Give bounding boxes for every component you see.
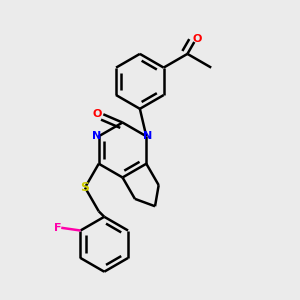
Text: O: O	[93, 109, 102, 119]
Text: O: O	[193, 34, 202, 44]
Text: N: N	[143, 131, 153, 141]
Text: N: N	[92, 131, 101, 141]
Text: F: F	[54, 223, 61, 233]
Text: S: S	[80, 181, 89, 194]
